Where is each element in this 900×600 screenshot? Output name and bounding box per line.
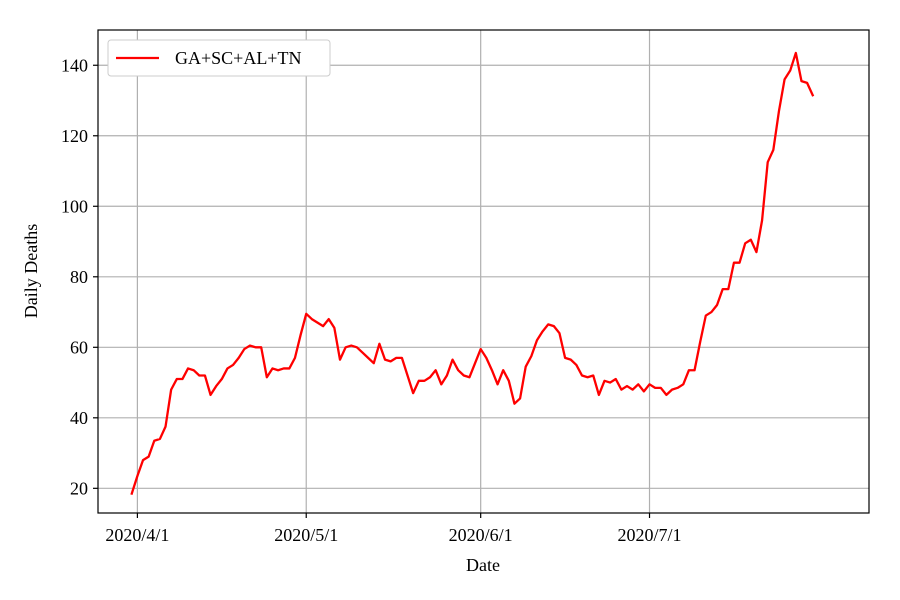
y-tick-label: 140 <box>61 55 88 75</box>
legend-label: GA+SC+AL+TN <box>175 48 301 68</box>
x-tick-label: 2020/4/1 <box>105 525 169 545</box>
y-tick-label: 100 <box>61 196 88 216</box>
series-line-ga-sc-al-tn <box>130 51 815 496</box>
y-tick-label: 80 <box>70 267 88 287</box>
y-tick-label: 60 <box>70 337 88 357</box>
x-tick-label: 2020/7/1 <box>618 525 682 545</box>
plot-background <box>98 30 869 513</box>
x-tick-label: 2020/6/1 <box>449 525 513 545</box>
legend: GA+SC+AL+TN <box>107 39 331 77</box>
series-layer <box>130 51 815 496</box>
legend-box <box>107 39 331 77</box>
x-axis-ticks: 2020/4/1 2020/5/1 2020/6/1 2020/7/1 <box>105 513 682 545</box>
y-tick-label: 120 <box>61 126 88 146</box>
y-tick-label: 20 <box>70 478 88 498</box>
y-tick-label: 40 <box>70 408 88 428</box>
y-axis-label: Daily Deaths <box>21 224 41 318</box>
x-axis-label: Date <box>466 555 500 575</box>
x-tick-label: 2020/5/1 <box>274 525 338 545</box>
plot-frame <box>97 29 870 514</box>
y-axis-ticks: 20 40 60 80 100 120 140 <box>61 55 98 498</box>
